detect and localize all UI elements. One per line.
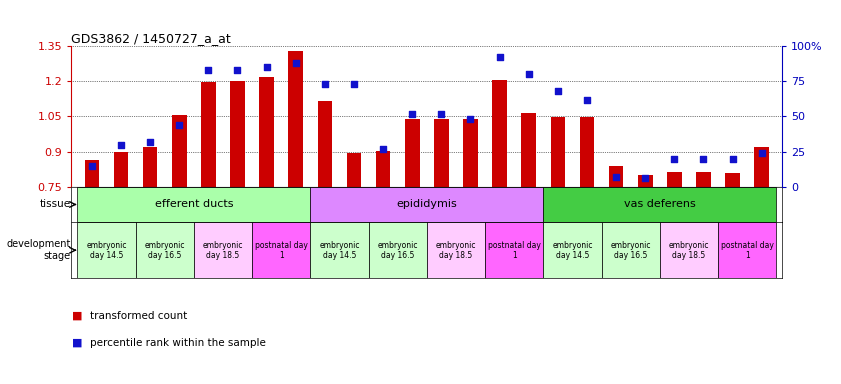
Bar [77,222,135,278]
Point [668,156,681,162]
Text: transformed count: transformed count [90,311,188,321]
Point [493,54,506,60]
Text: embryonic
day 18.5: embryonic day 18.5 [436,240,476,260]
Bar [543,187,776,222]
Point [260,64,273,70]
Text: embryonic
day 18.5: embryonic day 18.5 [669,240,709,260]
Bar [667,172,682,187]
Text: epididymis: epididymis [396,199,458,210]
Bar [288,51,303,187]
Bar [521,113,536,187]
Point [318,81,331,87]
Point [202,67,215,73]
Point [114,142,128,148]
Bar [310,222,368,278]
Point [522,71,536,77]
Text: development
stage: development stage [7,240,71,261]
Point [696,156,710,162]
Bar [318,101,332,187]
Text: embryonic
day 16.5: embryonic day 16.5 [145,240,185,260]
Text: postnatal day
1: postnatal day 1 [721,240,774,260]
Point [580,96,594,103]
Point [144,139,157,145]
Bar [754,147,769,187]
Text: embryonic
day 14.5: embryonic day 14.5 [320,240,360,260]
Text: tissue: tissue [40,199,71,210]
Text: GDS3862 / 1450727_a_at: GDS3862 / 1450727_a_at [71,32,231,45]
Point [377,146,390,152]
Bar [551,117,565,187]
Text: ■: ■ [71,311,82,321]
Bar [426,222,485,278]
Bar [135,222,193,278]
Bar [660,222,718,278]
Point [405,111,419,117]
Point [551,88,564,94]
Bar [638,175,653,187]
Text: embryonic
day 16.5: embryonic day 16.5 [611,240,651,260]
Bar [601,222,660,278]
Point [610,174,623,180]
Text: efferent ducts: efferent ducts [155,199,233,210]
Bar [172,115,187,187]
Point [726,156,739,162]
Point [230,67,244,73]
Point [463,116,477,122]
Point [289,60,303,66]
Bar [434,119,448,187]
Bar [368,222,426,278]
Bar [405,119,420,187]
Bar [346,153,362,187]
Text: postnatal day
1: postnatal day 1 [488,240,541,260]
Bar [310,187,543,222]
Point [85,163,98,169]
Text: embryonic
day 16.5: embryonic day 16.5 [378,240,418,260]
Point [172,122,186,128]
Bar [230,81,245,187]
Bar [463,119,478,187]
Text: postnatal day
1: postnatal day 1 [255,240,308,260]
Bar [579,117,595,187]
Bar [252,222,310,278]
Text: embryonic
day 14.5: embryonic day 14.5 [553,240,593,260]
Point [347,81,361,87]
Point [435,111,448,117]
Bar [201,83,215,187]
Text: vas deferens: vas deferens [624,199,696,210]
Bar [376,151,390,187]
Text: percentile rank within the sample: percentile rank within the sample [90,338,266,348]
Text: ■: ■ [71,338,82,348]
Bar [485,222,543,278]
Bar [492,80,507,187]
Point [638,175,652,182]
Bar [77,187,310,222]
Point [755,150,769,156]
Bar [143,147,157,187]
Bar [696,172,711,187]
Bar [609,166,623,187]
Text: embryonic
day 18.5: embryonic day 18.5 [203,240,243,260]
Bar [718,222,776,278]
Bar [725,173,740,187]
Bar [193,222,252,278]
Bar [114,152,129,187]
Bar [85,160,99,187]
Bar [543,222,601,278]
Bar [259,76,274,187]
Text: embryonic
day 14.5: embryonic day 14.5 [86,240,127,260]
